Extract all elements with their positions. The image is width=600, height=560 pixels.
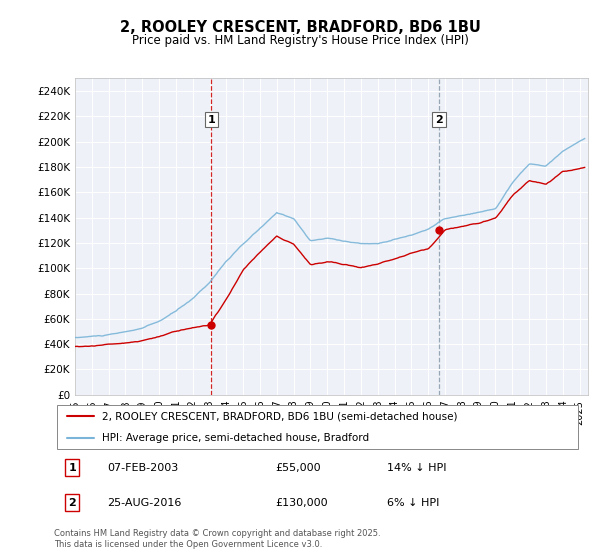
Text: 07-FEB-2003: 07-FEB-2003 <box>107 463 178 473</box>
Text: £130,000: £130,000 <box>276 498 328 507</box>
Text: Price paid vs. HM Land Registry's House Price Index (HPI): Price paid vs. HM Land Registry's House … <box>131 34 469 46</box>
FancyBboxPatch shape <box>56 405 578 449</box>
Text: 1: 1 <box>208 115 215 124</box>
Text: 2, ROOLEY CRESCENT, BRADFORD, BD6 1BU (semi-detached house): 2, ROOLEY CRESCENT, BRADFORD, BD6 1BU (s… <box>101 411 457 421</box>
Text: 2: 2 <box>435 115 443 124</box>
Text: £55,000: £55,000 <box>276 463 322 473</box>
Text: 1: 1 <box>68 463 76 473</box>
Text: 14% ↓ HPI: 14% ↓ HPI <box>386 463 446 473</box>
Text: 25-AUG-2016: 25-AUG-2016 <box>107 498 181 507</box>
Text: HPI: Average price, semi-detached house, Bradford: HPI: Average price, semi-detached house,… <box>101 433 368 443</box>
Text: Contains HM Land Registry data © Crown copyright and database right 2025.
This d: Contains HM Land Registry data © Crown c… <box>54 529 380 549</box>
Text: 2, ROOLEY CRESCENT, BRADFORD, BD6 1BU: 2, ROOLEY CRESCENT, BRADFORD, BD6 1BU <box>119 20 481 35</box>
Text: 6% ↓ HPI: 6% ↓ HPI <box>386 498 439 507</box>
Text: 2: 2 <box>68 498 76 507</box>
